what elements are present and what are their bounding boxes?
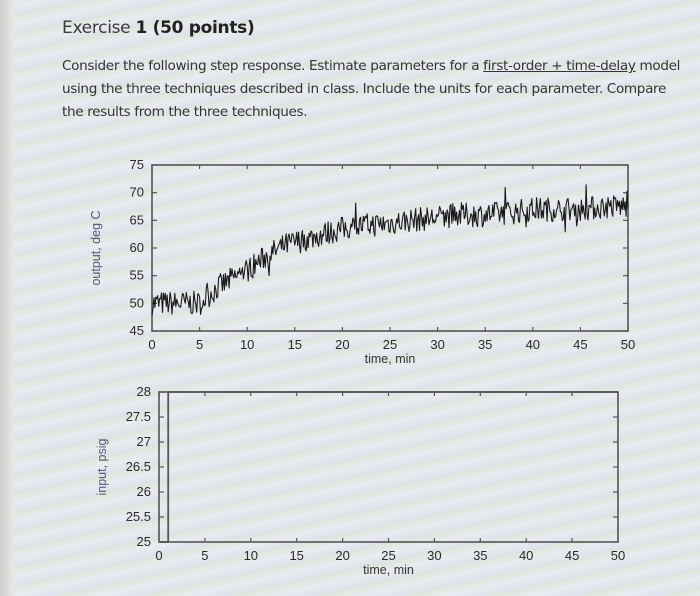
x-tick-label: 10 <box>244 548 258 563</box>
exercise-prompt: Consider the following step response. Es… <box>62 55 687 124</box>
y-tick-label: 50 <box>130 295 144 310</box>
y-tick-label: 26 <box>137 484 151 499</box>
y-tick-label: 75 <box>130 157 144 172</box>
x-tick-label: 15 <box>289 548 303 563</box>
x-tick-label: 40 <box>519 548 533 563</box>
x-tick-label: 40 <box>526 337 540 352</box>
x-tick-label: 50 <box>621 337 635 352</box>
x-tick-label: 45 <box>573 337 587 352</box>
x-tick-label: 25 <box>383 337 397 352</box>
y-tick-label: 65 <box>130 212 144 227</box>
title-points: 1 (50 points) <box>135 18 255 38</box>
photo-edge <box>0 0 14 596</box>
plot-frame <box>158 391 619 543</box>
input-chart: 0 5 10 15 20 25 30 35 40 45 50 25 25.5 26 26.5 27 27.5 28… <box>95 384 625 577</box>
series-line <box>151 184 629 316</box>
y-tick-label: 28 <box>137 384 151 399</box>
x-tick-label: 20 <box>335 337 349 352</box>
x-tick-label: 20 <box>335 548 349 563</box>
x-axis-label: time, min <box>363 563 414 577</box>
x-tick-label: 10 <box>240 337 254 352</box>
y-tick-label: 27 <box>137 434 151 449</box>
y-tick-label: 55 <box>130 268 144 283</box>
x-tick-label: 45 <box>565 548 579 563</box>
x-tick-label: 5 <box>201 548 208 563</box>
y-tick-label: 27.5 <box>126 409 151 424</box>
y-tick-label: 60 <box>130 240 144 255</box>
output-chart: 0 5 10 15 20 25 30 35 40 45 50 45 50 55 60 65 70 75 time, … <box>89 157 635 366</box>
x-tick-label: 15 <box>288 337 302 352</box>
x-tick-label: 5 <box>196 337 203 352</box>
x-tick-label: 0 <box>155 548 162 563</box>
prompt-text-1: Consider the following step response. Es… <box>62 58 484 74</box>
prompt-text-2: model using the three techniques describ… <box>62 58 681 120</box>
x-tick-label: 30 <box>427 548 441 563</box>
x-tick-label: 0 <box>148 337 155 352</box>
title-prefix: Exercise <box>62 18 136 38</box>
plot-frame <box>151 164 629 332</box>
y-tick-label: 25.5 <box>126 509 151 524</box>
y-tick-label: 26.5 <box>126 459 151 474</box>
x-axis-label: time, min <box>365 352 416 366</box>
y-axis-label: input, psig <box>95 438 109 495</box>
series-line <box>159 391 618 543</box>
exercise-title: Exercise 1 (50 points) <box>62 18 255 38</box>
x-tick-label: 35 <box>473 548 487 563</box>
y-axis-label: output, deg C <box>89 210 103 285</box>
x-tick-label: 25 <box>381 548 395 563</box>
y-tick-label: 45 <box>130 323 144 338</box>
y-tick-label: 70 <box>130 185 144 200</box>
prompt-underlined: first-order + time-delay <box>483 58 636 74</box>
x-tick-label: 30 <box>430 337 444 352</box>
x-tick-label: 50 <box>611 548 625 563</box>
y-tick-label: 25 <box>137 534 151 549</box>
x-tick-label: 35 <box>478 337 492 352</box>
